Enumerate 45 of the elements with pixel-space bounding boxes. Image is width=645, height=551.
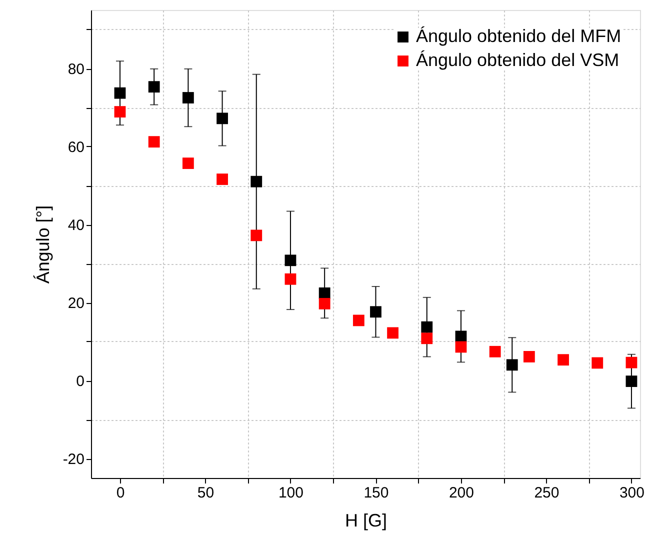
point bbox=[284, 273, 296, 285]
x-tick-label: 100 bbox=[278, 484, 304, 502]
point bbox=[216, 112, 228, 124]
point bbox=[421, 321, 433, 333]
point bbox=[387, 327, 398, 339]
point bbox=[370, 306, 382, 318]
point bbox=[455, 330, 467, 342]
y-tick-label: 0 bbox=[76, 373, 84, 390]
legend-label: Ángulo obtenido del MFM bbox=[416, 26, 622, 46]
x-tick-label: 300 bbox=[619, 484, 644, 502]
point bbox=[489, 346, 501, 358]
y-tick-label: 20 bbox=[68, 295, 84, 312]
x-tick-label: 0 bbox=[116, 484, 125, 502]
point bbox=[182, 158, 194, 169]
y-tick-label: 40 bbox=[68, 217, 84, 234]
point bbox=[148, 81, 160, 93]
x-tick-label: 250 bbox=[534, 484, 560, 502]
point bbox=[284, 254, 296, 266]
point bbox=[318, 287, 330, 299]
y-axis-title: Ángulo [°] bbox=[32, 205, 53, 284]
point bbox=[114, 106, 126, 118]
point bbox=[592, 357, 604, 369]
point bbox=[421, 332, 433, 344]
point bbox=[352, 314, 364, 326]
x-tick-label: 50 bbox=[197, 484, 214, 502]
y-tick-label: -20 bbox=[62, 451, 84, 468]
point bbox=[148, 136, 160, 148]
point bbox=[455, 341, 467, 353]
legend-label: Ángulo obtenido del VSM bbox=[416, 50, 620, 70]
y-tick-label: 60 bbox=[68, 139, 84, 156]
point bbox=[114, 87, 126, 99]
x-tick-label: 200 bbox=[448, 484, 474, 502]
y-tick-label: 80 bbox=[68, 61, 84, 78]
point bbox=[216, 174, 228, 185]
point bbox=[182, 92, 194, 104]
point bbox=[250, 230, 262, 242]
point bbox=[318, 298, 330, 310]
point bbox=[626, 356, 638, 368]
point bbox=[626, 376, 638, 387]
x-tick-label: 150 bbox=[364, 484, 389, 502]
point bbox=[558, 354, 569, 366]
point bbox=[506, 359, 518, 371]
x-axis-title: H [G] bbox=[344, 510, 388, 530]
point bbox=[523, 351, 535, 362]
point bbox=[250, 176, 262, 188]
